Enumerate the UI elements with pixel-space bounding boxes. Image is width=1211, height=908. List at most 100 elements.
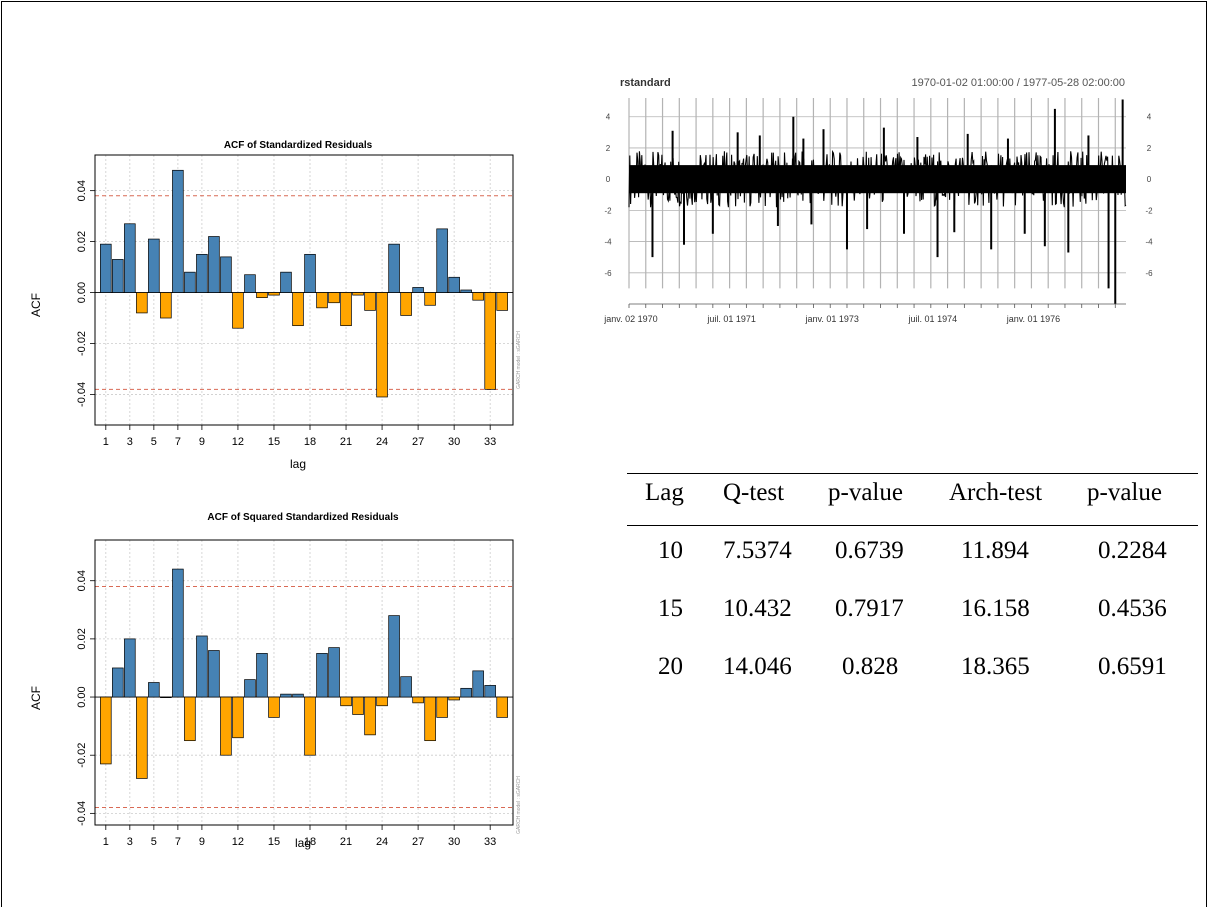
- x-axis-label: lag: [295, 836, 311, 850]
- plot-frame: [94, 154, 514, 426]
- table-top-rule: [627, 473, 1198, 474]
- x-tick-label: 33: [484, 436, 496, 448]
- x-tick-label: janv. 01 1976: [1006, 314, 1060, 324]
- x-tick-label: juil. 01 1974: [908, 314, 958, 324]
- acf-bar-lag-8: [184, 696, 196, 742]
- y-tick-label-left: -4: [604, 238, 612, 247]
- x-tick-label: 7: [175, 836, 181, 848]
- x-tick-label: 3: [127, 436, 133, 448]
- y-tick-label-right: 2: [1147, 144, 1152, 153]
- x-tick-label: 12: [232, 836, 244, 848]
- chart-title: ACF of Standardized Residuals: [224, 140, 373, 151]
- acf-bar-lag-14: [256, 653, 268, 698]
- acf-bar-lag-6: [160, 696, 172, 698]
- x-tick-label: 1: [103, 836, 109, 848]
- acf-bar-lag-5: [148, 238, 160, 293]
- acf-bar-lag-7: [172, 169, 184, 293]
- x-tick-label: 9: [199, 436, 205, 448]
- acf-bar-lag-13: [244, 679, 256, 698]
- acf-bar-lag-4: [136, 292, 148, 314]
- acf-bar-lag-28: [424, 292, 436, 306]
- y-tick-label-right: -6: [1145, 269, 1153, 278]
- header-lag: Lag: [645, 479, 684, 506]
- table-header-rule: [627, 525, 1198, 526]
- acf-bar-lag-11: [220, 696, 232, 756]
- y-tick-label: 0.00: [76, 282, 88, 303]
- acf-bar-lag-1: [100, 243, 112, 293]
- acf-bar-lag-15: [268, 696, 280, 718]
- y-tick-label-left: 0: [606, 175, 611, 184]
- x-tick-label: 7: [175, 436, 181, 448]
- y-tick-label: 0.02: [76, 231, 88, 252]
- y-tick-label-right: 4: [1147, 113, 1152, 122]
- y-tick-label-left: -2: [604, 206, 612, 215]
- acf-bar-lag-23: [364, 292, 376, 311]
- cell-q-test: 10.432: [723, 595, 792, 622]
- cell-p-value: 0.7917: [835, 595, 904, 622]
- y-tick-label-right: -4: [1145, 238, 1153, 247]
- y-tick-label: 0.02: [76, 628, 88, 649]
- acf-bar-lag-6: [160, 292, 172, 319]
- acf-bar-lag-13: [244, 274, 256, 293]
- cell-arch-test: 11.894: [961, 537, 1029, 564]
- acf-bar-lag-21: [340, 292, 352, 327]
- acf-bar-lag-17: [292, 292, 304, 327]
- acf-bar-lag-27: [412, 287, 424, 293]
- x-tick-label: juil. 01 1971: [706, 314, 756, 324]
- cell-lag: 15: [658, 595, 683, 622]
- cell-p-value-arch: 0.2284: [1098, 537, 1167, 564]
- acf-bar-lag-2: [112, 259, 124, 293]
- acf-bar-lag-24: [376, 696, 388, 707]
- acf-bar-lag-32: [472, 292, 484, 301]
- cell-arch-test: 16.158: [961, 595, 1030, 622]
- cell-arch-test: 18.365: [961, 653, 1030, 680]
- x-tick-label: 30: [448, 836, 460, 848]
- y-axis-label: ACF: [29, 686, 43, 710]
- y-tick-label-right: 0: [1147, 175, 1152, 184]
- cell-lag: 20: [658, 653, 683, 680]
- acf-bar-lag-2: [112, 667, 124, 698]
- acf-bar-lag-32: [472, 670, 484, 698]
- date-range-label: 1970-01-02 01:00:00 / 1977-05-28 02:00:0…: [912, 77, 1125, 89]
- acf-bar-lag-23: [364, 696, 376, 736]
- acf-bar-lag-5: [148, 682, 160, 698]
- y-tick-label-left: -6: [604, 269, 612, 278]
- rstandard-time-series-chart: rstandard 1970-01-02 01:00:00 / 1977-05-…: [603, 77, 1153, 324]
- y-tick-label: 0.04: [76, 180, 88, 201]
- acf-bar-lag-27: [412, 696, 424, 704]
- acf-standardized-residuals-chart: ACF of Standardized Residuals lag ACF GA…: [29, 140, 522, 471]
- acf-bar-lag-10: [208, 236, 220, 293]
- cell-p-value-arch: 0.4536: [1098, 595, 1167, 622]
- acf-bar-lag-29: [436, 228, 448, 293]
- acf-bar-lag-16: [280, 271, 292, 293]
- x-tick-label: 27: [412, 436, 424, 448]
- acf-bar-lag-3: [124, 638, 136, 698]
- x-tick-label: 24: [376, 436, 388, 448]
- chart-title: rstandard: [620, 77, 671, 89]
- x-tick-label: janv. 02 1970: [603, 314, 657, 324]
- acf-bar-lag-12: [232, 292, 244, 329]
- acf-bar-lag-26: [400, 676, 412, 698]
- x-tick-label: 24: [376, 836, 388, 848]
- acf-bar-lag-30: [448, 276, 460, 293]
- x-tick-label: 18: [304, 836, 316, 848]
- acf-bar-lag-24: [376, 292, 388, 398]
- cell-p-value: 0.828: [842, 653, 899, 680]
- acf-bar-lag-9: [196, 635, 208, 698]
- x-tick-label: 5: [151, 836, 157, 848]
- x-tick-label: 15: [268, 436, 280, 448]
- side-note: GARCH model : sGARCH: [516, 776, 522, 834]
- acf-bar-lag-3: [124, 223, 136, 293]
- header-p-value: p-value: [828, 479, 903, 506]
- acf-bar-lag-12: [232, 696, 244, 739]
- acf-bar-lag-18: [304, 253, 316, 293]
- acf-bar-lag-7: [172, 568, 184, 698]
- cell-q-test: 7.5374: [723, 537, 792, 564]
- acf-bar-lag-19: [316, 292, 328, 309]
- acf-bar-lag-9: [196, 253, 208, 293]
- x-tick-label: 30: [448, 436, 460, 448]
- acf-bar-lag-33: [484, 685, 496, 698]
- chart-title: ACF of Squared Standardized Residuals: [207, 512, 399, 523]
- acf-bar-lag-31: [460, 687, 472, 698]
- acf-bar-lag-34: [496, 292, 508, 311]
